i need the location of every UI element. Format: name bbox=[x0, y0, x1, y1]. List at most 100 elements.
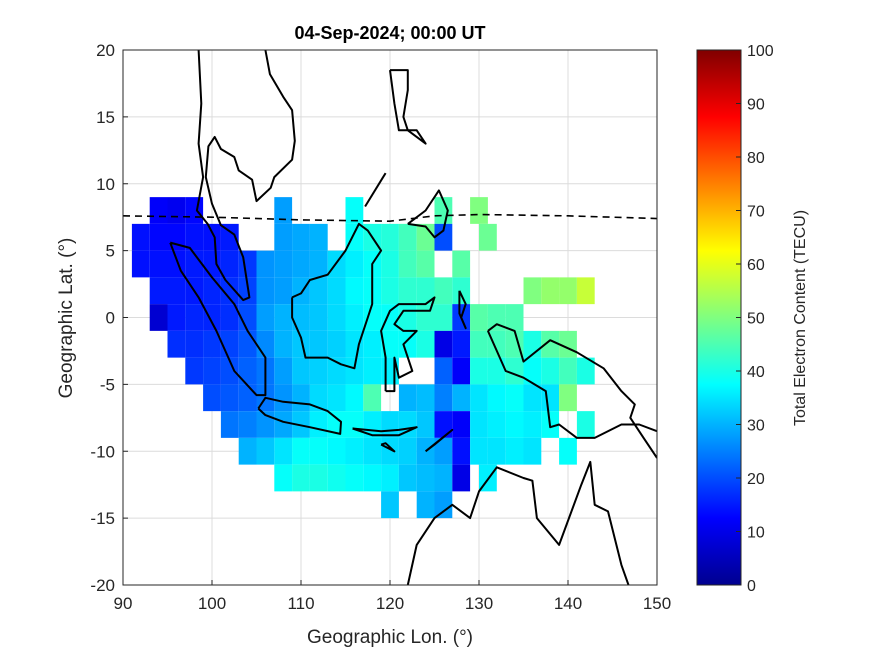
tec-cell bbox=[292, 357, 310, 385]
tec-cell bbox=[452, 384, 471, 412]
tec-cell bbox=[345, 277, 364, 305]
tec-cell bbox=[309, 384, 328, 412]
x-ticks: 90 100 110 120 130 140 150 bbox=[114, 580, 671, 613]
colorbar bbox=[696, 49, 742, 586]
tec-cell bbox=[470, 437, 488, 465]
tec-cell bbox=[167, 304, 186, 331]
tec-cell bbox=[327, 464, 346, 492]
tec-cell bbox=[434, 384, 453, 412]
tec-cell bbox=[398, 464, 417, 492]
tec-cell bbox=[167, 277, 186, 305]
x-tick-label: 100 bbox=[198, 594, 226, 613]
tec-cell bbox=[220, 304, 239, 331]
tec-cell bbox=[292, 223, 310, 251]
tec-cell bbox=[487, 384, 506, 412]
tec-cell bbox=[434, 437, 453, 465]
coastline bbox=[458, 290, 467, 330]
tec-cell bbox=[256, 330, 275, 358]
tec-cell bbox=[203, 330, 221, 358]
coastline bbox=[486, 330, 657, 439]
tec-cell bbox=[470, 304, 488, 331]
tec-cell bbox=[274, 384, 293, 412]
coastline bbox=[407, 189, 449, 239]
tec-cell bbox=[345, 330, 364, 358]
tec-cell bbox=[576, 357, 595, 385]
tec-cell bbox=[559, 357, 577, 385]
coastlines bbox=[169, 50, 657, 585]
tec-cell bbox=[256, 437, 275, 465]
tec-cell bbox=[220, 411, 239, 438]
tec-cell bbox=[487, 304, 506, 331]
tec-cell bbox=[416, 411, 435, 438]
tec-cell bbox=[363, 357, 382, 385]
tec-cell bbox=[309, 411, 328, 438]
tec-cell bbox=[434, 464, 453, 492]
tec-cell bbox=[523, 411, 542, 438]
tec-cell bbox=[487, 437, 506, 465]
tec-cell bbox=[327, 304, 346, 331]
tec-cell bbox=[167, 330, 186, 358]
x-tick-label: 130 bbox=[465, 594, 493, 613]
tec-cell bbox=[203, 250, 221, 278]
tec-cell bbox=[167, 197, 186, 224]
x-tick-label: 110 bbox=[287, 594, 314, 613]
tec-cell bbox=[416, 384, 435, 412]
colorbar-tick-label: 0 bbox=[747, 578, 756, 595]
tec-cell bbox=[398, 250, 417, 278]
tec-cell bbox=[220, 330, 239, 358]
tec-cell bbox=[559, 277, 577, 305]
tec-cell bbox=[363, 464, 382, 492]
tec-cell bbox=[487, 411, 506, 438]
tec-cell bbox=[541, 384, 560, 412]
tec-cell bbox=[274, 277, 293, 305]
tec-cell bbox=[559, 384, 577, 412]
colorbar-tick-label: 20 bbox=[747, 471, 765, 488]
tec-cell bbox=[309, 223, 328, 251]
tec-cell bbox=[434, 304, 453, 331]
tec-cell bbox=[505, 411, 524, 438]
tec-cell bbox=[185, 223, 204, 251]
y-tick-label: -20 bbox=[90, 576, 115, 595]
tec-cell bbox=[203, 384, 221, 412]
tec-cell bbox=[559, 330, 577, 358]
y-tick-label: -5 bbox=[100, 375, 115, 394]
tec-cell bbox=[309, 464, 328, 492]
tec-cell bbox=[220, 357, 239, 385]
tec-cell bbox=[479, 223, 497, 251]
tec-cell bbox=[238, 411, 257, 438]
tec-cell bbox=[345, 384, 364, 412]
tec-cell bbox=[274, 411, 293, 438]
colorbar-ticks: 0 10 20 30 40 50 60 70 80 90 100 bbox=[736, 43, 774, 595]
tec-cell bbox=[220, 223, 239, 251]
tec-cell bbox=[487, 330, 506, 358]
tec-cell bbox=[256, 277, 275, 305]
colorbar-tick-label: 80 bbox=[747, 150, 765, 167]
tec-cell bbox=[434, 223, 453, 251]
tec-cell bbox=[470, 330, 488, 358]
tec-cell bbox=[434, 330, 453, 358]
tec-cell bbox=[434, 277, 453, 305]
colorbar-tick-label: 100 bbox=[747, 43, 774, 60]
tec-cell bbox=[131, 223, 150, 251]
tec-cell bbox=[274, 223, 293, 251]
tec-cell bbox=[363, 304, 382, 331]
tec-cell bbox=[292, 250, 310, 278]
tec-cell bbox=[381, 437, 399, 465]
y-tick-label: 15 bbox=[96, 108, 115, 127]
tec-cell bbox=[470, 384, 488, 412]
colorbar-tick-label: 30 bbox=[747, 418, 765, 435]
tec-cell bbox=[238, 330, 257, 358]
coastline bbox=[487, 323, 657, 459]
magnetic-equator-line bbox=[123, 213, 657, 223]
tec-cell bbox=[345, 411, 364, 438]
tec-cell bbox=[363, 330, 382, 358]
tec-cell bbox=[381, 277, 399, 305]
coastline bbox=[257, 396, 342, 435]
tec-cell bbox=[470, 411, 488, 438]
tec-cell bbox=[185, 197, 204, 224]
tec-cell bbox=[452, 250, 471, 278]
coastline bbox=[406, 460, 630, 585]
colorbar-tick-label: 10 bbox=[747, 525, 765, 542]
